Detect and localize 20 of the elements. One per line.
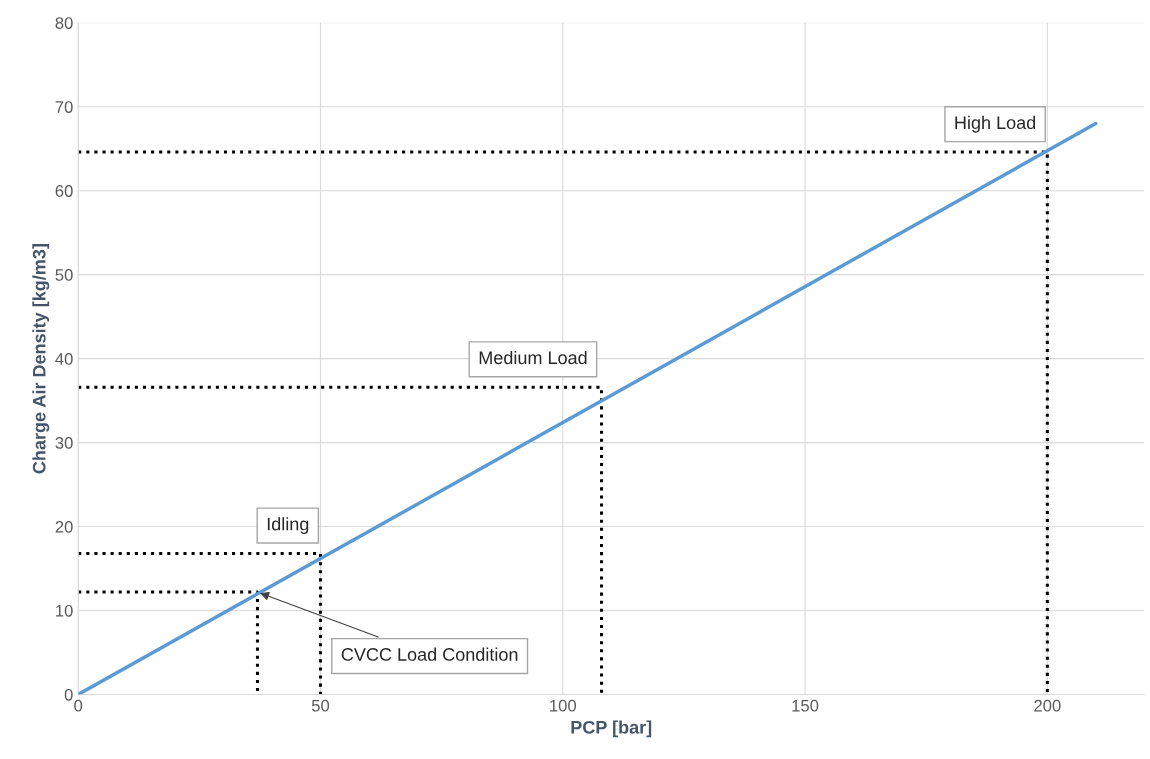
x-axis-title: PCP [bar] (571, 720, 652, 738)
y-tick-label: 70 (55, 101, 73, 113)
y-tick-label: 60 (55, 185, 73, 197)
x-tick-label: 100 (550, 699, 577, 712)
annotation: Medium Load (479, 350, 587, 365)
x-tick-label: 50 (311, 699, 330, 712)
y-tick-label: 30 (55, 436, 73, 449)
y-tick-label: 10 (56, 604, 73, 617)
x-tick-label: 0 (74, 699, 83, 712)
y-tick-label: 40 (55, 353, 73, 365)
annotation: CVCC Load Condition (341, 647, 518, 661)
y-tick-label: 0 (64, 688, 73, 701)
x-tick-label: 200 (1034, 699, 1061, 712)
y-axis-title: Charge Air Density [kg/m3] (32, 244, 50, 474)
x-tick-label: 150 (792, 699, 819, 712)
y-tick-label: 80 (55, 17, 73, 29)
annotation: High Load (955, 115, 1036, 133)
y-tick-label: 50 (55, 269, 73, 281)
y-tick-label: 20 (55, 520, 73, 533)
annotation: Idling (267, 517, 309, 534)
